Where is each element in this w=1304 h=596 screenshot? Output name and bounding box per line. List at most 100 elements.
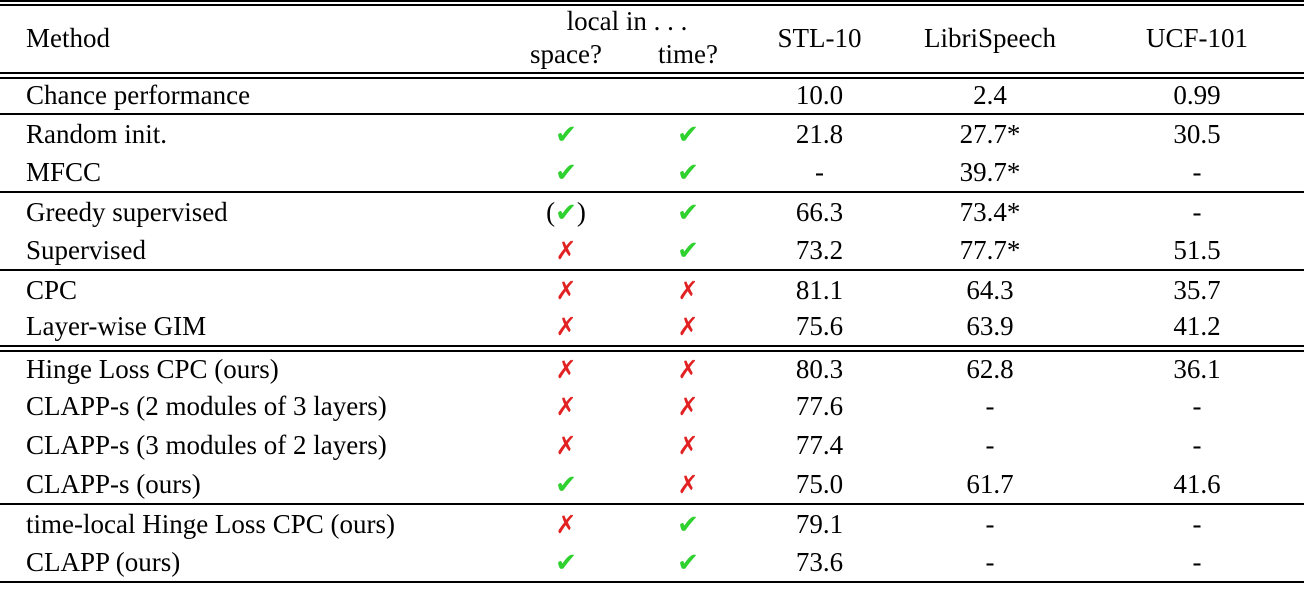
space-mark-cell: ✗ xyxy=(505,387,627,426)
table-row: CLAPP (ours) ✔ ✔ 73.6 - - xyxy=(0,543,1304,582)
ucf101-value: - xyxy=(1192,196,1202,227)
time-mark-cell: ✗ xyxy=(627,465,749,504)
ucf101-value: 35.7 xyxy=(1173,274,1221,305)
cross-icon: ✗ xyxy=(677,354,699,384)
time-mark-cell: ✔ xyxy=(627,231,749,270)
space-mark-cell: ✗ xyxy=(505,270,627,309)
librispeech-value: 2.4 xyxy=(973,80,1007,111)
stl10-value: 73.2 xyxy=(795,234,844,265)
ucf101-value: - xyxy=(1192,156,1202,187)
check-icon: ✔ xyxy=(677,547,699,578)
librispeech-value: 73.4* xyxy=(959,196,1021,227)
ucf101-value: 36.1 xyxy=(1173,353,1221,384)
stl10-value: - xyxy=(815,156,825,187)
header-row-1: Method local in . . . STL-10 LibriSpeech… xyxy=(0,3,1304,53)
table-row: CLAPP-s (3 modules of 2 layers) ✗ ✗ 77.4 - - xyxy=(0,426,1304,465)
time-mark-cell: ✗ xyxy=(627,309,749,348)
check-icon: ✔ xyxy=(677,119,699,150)
method-cell: CLAPP (ours) xyxy=(26,546,181,577)
check-icon: ✔ xyxy=(677,235,699,266)
time-mark-cell: ✔ xyxy=(627,114,749,153)
time-mark-cell: ✔ xyxy=(627,543,749,582)
librispeech-value: - xyxy=(985,391,995,421)
method-cell: MFCC xyxy=(26,156,102,187)
table-header: Method local in . . . STL-10 LibriSpeech… xyxy=(0,3,1304,75)
time-mark-cell: ✗ xyxy=(627,387,749,426)
ucf101-value: 30.5 xyxy=(1173,118,1221,149)
space-mark-cell: ✔ xyxy=(505,153,627,192)
space-mark-cell: ✗ xyxy=(505,426,627,465)
table-row: Chance performance 10.0 2.4 0.99 xyxy=(0,75,1304,114)
table-row: time-local Hinge Loss CPC (ours) ✗ ✔ 79.1 - - xyxy=(0,504,1304,543)
cross-icon: ✗ xyxy=(555,354,577,384)
ucf101-value: - xyxy=(1192,546,1202,577)
stl10-value: 73.6 xyxy=(795,546,844,577)
stl10-value: 75.6 xyxy=(795,311,844,342)
space-mark-cell xyxy=(505,75,627,114)
method-cell: CLAPP-s (ours) xyxy=(26,468,201,499)
check-icon: ✔ xyxy=(555,119,577,150)
cross-icon: ✗ xyxy=(677,312,699,342)
cross-icon: ✗ xyxy=(555,235,577,265)
librispeech-value: 62.8 xyxy=(966,353,1014,384)
table-row: Supervised ✗ ✔ 73.2 77.7* 51.5 xyxy=(0,231,1304,270)
table-row: CLAPP-s (2 modules of 3 layers) ✗ ✗ 77.6 - - xyxy=(0,387,1304,426)
space-mark-cell: ✗ xyxy=(505,504,627,543)
table-row: CLAPP-s (ours) ✔ ✗ 75.0 61.7 41.6 xyxy=(0,465,1304,504)
col-header-local-in: local in . . . xyxy=(566,6,688,36)
time-mark-cell: ✗ xyxy=(627,270,749,309)
method-cell: Random init. xyxy=(26,118,167,149)
stl10-value: 81.1 xyxy=(795,274,844,305)
open-paren: ( xyxy=(546,196,556,227)
col-header-space: space? xyxy=(530,38,602,69)
method-cell: Hinge Loss CPC (ours) xyxy=(26,353,279,384)
stl10-value: 21.8 xyxy=(795,118,844,149)
check-icon: ✔ xyxy=(677,197,699,228)
method-cell: Chance performance xyxy=(26,80,251,111)
table-row: CPC ✗ ✗ 81.1 64.3 35.7 xyxy=(0,270,1304,309)
close-paren: ) xyxy=(576,196,586,227)
librispeech-value: 77.7* xyxy=(959,234,1021,265)
cross-icon: ✗ xyxy=(555,392,577,421)
cross-icon: ✗ xyxy=(555,275,577,305)
method-cell: time-local Hinge Loss CPC (ours) xyxy=(26,508,395,539)
method-cell: Supervised xyxy=(26,234,146,265)
time-mark-cell: ✗ xyxy=(627,348,749,387)
stl10-value: 66.3 xyxy=(795,196,844,227)
col-header-stl10: STL-10 xyxy=(777,23,862,54)
col-header-librispeech: LibriSpeech xyxy=(924,23,1056,54)
ucf101-value: - xyxy=(1192,508,1202,539)
table-row: Random init. ✔ ✔ 21.8 27.7* 30.5 xyxy=(0,114,1304,153)
cross-icon: ✗ xyxy=(677,469,699,499)
ucf101-value: - xyxy=(1192,430,1202,460)
col-header-time: time? xyxy=(658,38,718,69)
col-header-ucf101: UCF-101 xyxy=(1146,23,1249,54)
table-row: Greedy supervised (✔) ✔ 66.3 73.4* - xyxy=(0,192,1304,231)
space-mark-cell: ✗ xyxy=(505,231,627,270)
table-body: Chance performance 10.0 2.4 0.99 Random init… xyxy=(0,75,1304,582)
check-icon: ✔ xyxy=(677,157,699,188)
check-icon: ✔ xyxy=(555,157,577,188)
space-mark-cell: ✗ xyxy=(505,309,627,348)
ucf101-value: - xyxy=(1192,391,1202,421)
time-mark-cell xyxy=(627,75,749,114)
check-icon: ✔ xyxy=(555,469,577,500)
space-mark-cell: (✔) xyxy=(505,192,627,231)
time-mark-cell: ✔ xyxy=(627,153,749,192)
cross-icon: ✗ xyxy=(677,392,699,421)
time-mark-cell: ✔ xyxy=(627,192,749,231)
time-mark-cell: ✗ xyxy=(627,426,749,465)
space-mark-cell: ✗ xyxy=(505,348,627,387)
stl10-value: 77.6 xyxy=(795,391,844,421)
cross-icon: ✗ xyxy=(555,509,577,539)
space-mark-cell: ✔ xyxy=(505,465,627,504)
cross-icon: ✗ xyxy=(677,275,699,305)
stl10-value: 75.0 xyxy=(795,468,844,499)
stl10-value: 79.1 xyxy=(795,508,844,539)
space-mark-cell: ✔ xyxy=(505,114,627,153)
check-icon: ✔ xyxy=(677,509,699,540)
ucf101-value: 0.99 xyxy=(1173,80,1221,111)
librispeech-value: 63.9 xyxy=(966,311,1014,342)
librispeech-value: 64.3 xyxy=(966,274,1014,305)
librispeech-value: - xyxy=(985,546,995,577)
